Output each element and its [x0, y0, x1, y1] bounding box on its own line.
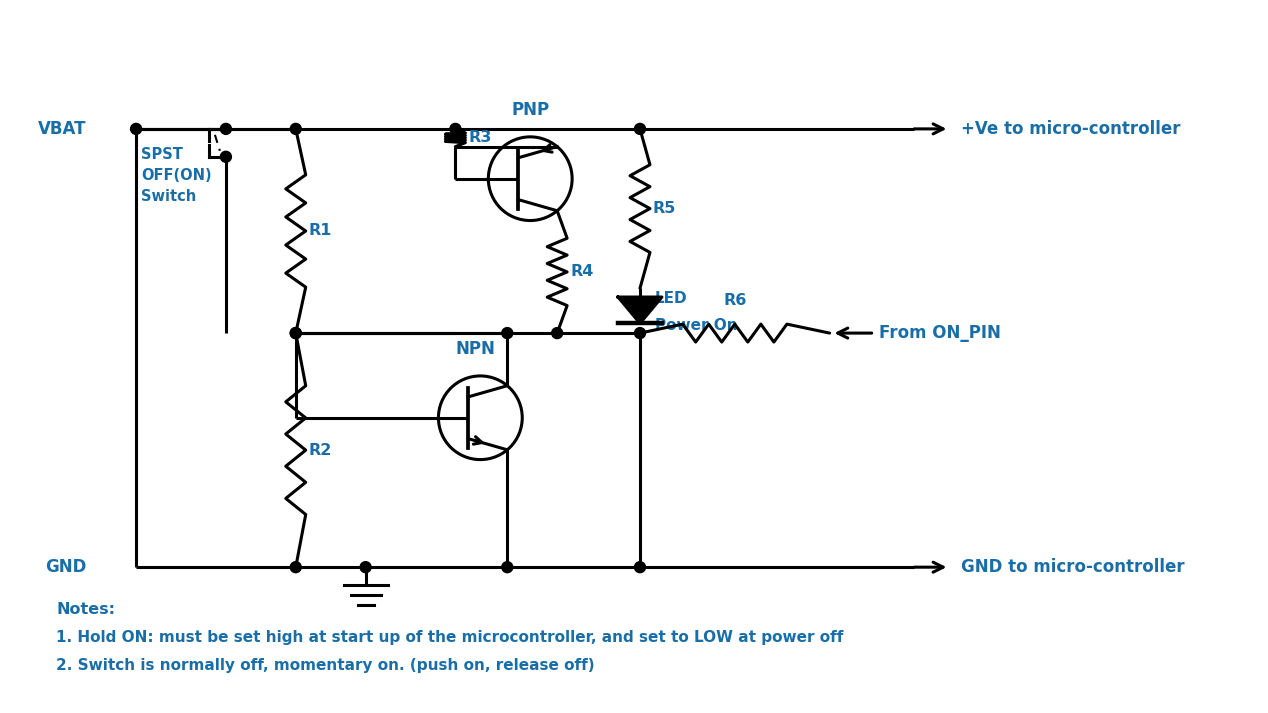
Text: VBAT: VBAT — [38, 120, 86, 138]
Text: GND: GND — [44, 558, 86, 576]
Circle shape — [290, 327, 302, 339]
Circle shape — [502, 562, 512, 573]
Text: NPN: NPN — [455, 340, 496, 358]
Text: R4: R4 — [571, 265, 593, 279]
Circle shape — [290, 327, 302, 339]
Text: 2. Switch is normally off, momentary on. (push on, release off): 2. Switch is normally off, momentary on.… — [56, 658, 595, 673]
Text: From ON_PIN: From ON_PIN — [880, 324, 1002, 342]
Text: Notes:: Notes: — [56, 602, 115, 617]
Circle shape — [450, 123, 460, 134]
Circle shape — [634, 327, 645, 339]
Circle shape — [221, 123, 231, 134]
Circle shape — [221, 151, 231, 163]
Text: R3: R3 — [468, 130, 492, 145]
Text: +Ve to micro-controller: +Ve to micro-controller — [961, 120, 1181, 138]
Circle shape — [634, 562, 645, 573]
Text: R1: R1 — [308, 223, 332, 238]
Text: PNP: PNP — [511, 101, 549, 119]
Circle shape — [552, 327, 563, 339]
Text: SPST
OFF(ON)
Switch: SPST OFF(ON) Switch — [141, 147, 212, 204]
Text: LED: LED — [656, 291, 687, 306]
Circle shape — [502, 327, 512, 339]
Text: GND to micro-controller: GND to micro-controller — [961, 558, 1184, 576]
Circle shape — [634, 123, 645, 134]
Circle shape — [290, 123, 302, 134]
Text: R5: R5 — [653, 201, 676, 216]
Circle shape — [290, 562, 302, 573]
Text: 1. Hold ON: must be set high at start up of the microcontroller, and set to LOW : 1. Hold ON: must be set high at start up… — [56, 630, 843, 645]
Circle shape — [360, 562, 372, 573]
Text: R6: R6 — [723, 293, 747, 308]
Text: Power On: Power On — [656, 317, 738, 333]
Text: R2: R2 — [308, 443, 332, 458]
Polygon shape — [618, 297, 662, 323]
Circle shape — [131, 123, 142, 134]
